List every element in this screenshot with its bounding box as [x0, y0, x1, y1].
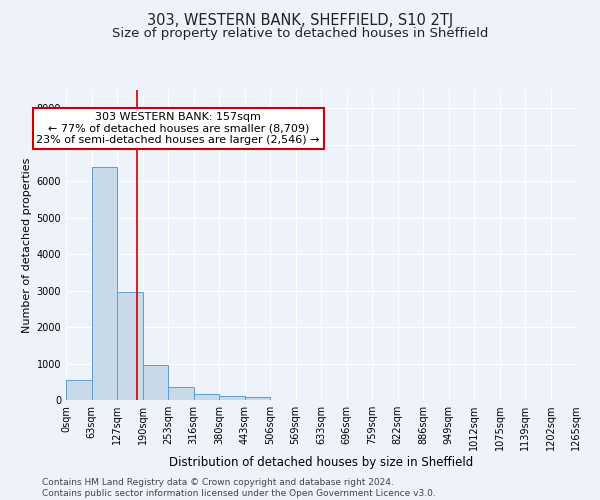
- Bar: [193, 394, 219, 400]
- Text: 303, WESTERN BANK, SHEFFIELD, S10 2TJ: 303, WESTERN BANK, SHEFFIELD, S10 2TJ: [147, 12, 453, 28]
- Text: Size of property relative to detached houses in Sheffield: Size of property relative to detached ho…: [112, 28, 488, 40]
- Bar: [168, 387, 193, 400]
- Bar: [143, 366, 168, 400]
- Bar: [219, 396, 245, 400]
- Bar: [245, 397, 270, 400]
- X-axis label: Distribution of detached houses by size in Sheffield: Distribution of detached houses by size …: [169, 456, 473, 469]
- Bar: [66, 380, 91, 400]
- Bar: [91, 166, 117, 400]
- Y-axis label: Number of detached properties: Number of detached properties: [22, 158, 32, 332]
- Bar: [117, 292, 143, 400]
- Text: Contains HM Land Registry data © Crown copyright and database right 2024.
Contai: Contains HM Land Registry data © Crown c…: [42, 478, 436, 498]
- Text: 303 WESTERN BANK: 157sqm
← 77% of detached houses are smaller (8,709)
23% of sem: 303 WESTERN BANK: 157sqm ← 77% of detach…: [37, 112, 320, 145]
